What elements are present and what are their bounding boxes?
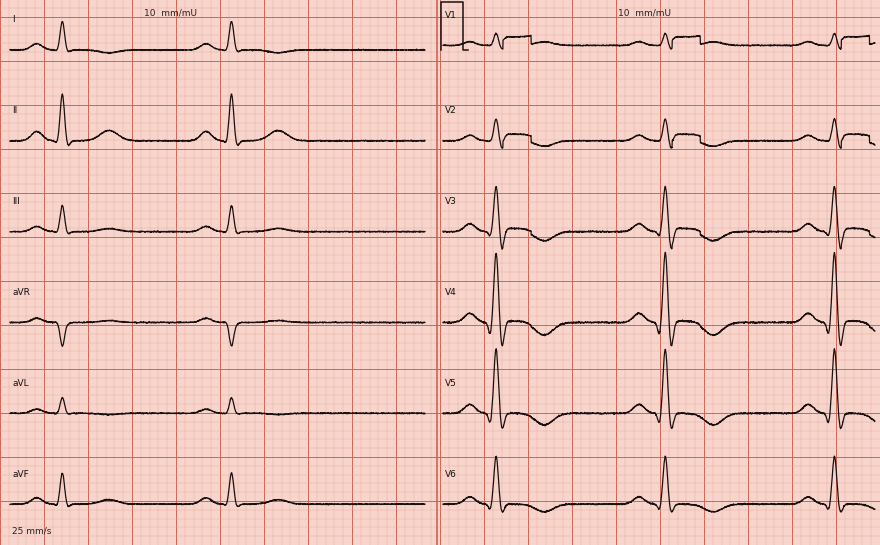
Text: aVR: aVR — [12, 288, 30, 297]
Text: V5: V5 — [445, 379, 457, 388]
Text: II: II — [12, 106, 18, 116]
Text: V1: V1 — [445, 11, 457, 20]
Text: 10  mm/mU: 10 mm/mU — [143, 8, 196, 17]
Text: III: III — [12, 197, 20, 206]
Text: V3: V3 — [445, 197, 457, 206]
Text: 25 mm/s: 25 mm/s — [12, 526, 51, 535]
Text: V4: V4 — [445, 288, 457, 297]
Text: aVL: aVL — [12, 379, 29, 388]
Text: V6: V6 — [445, 470, 457, 479]
Text: V2: V2 — [445, 106, 457, 116]
Text: 10  mm/mU: 10 mm/mU — [619, 8, 671, 17]
Text: I: I — [12, 15, 15, 25]
Text: aVF: aVF — [12, 470, 29, 479]
